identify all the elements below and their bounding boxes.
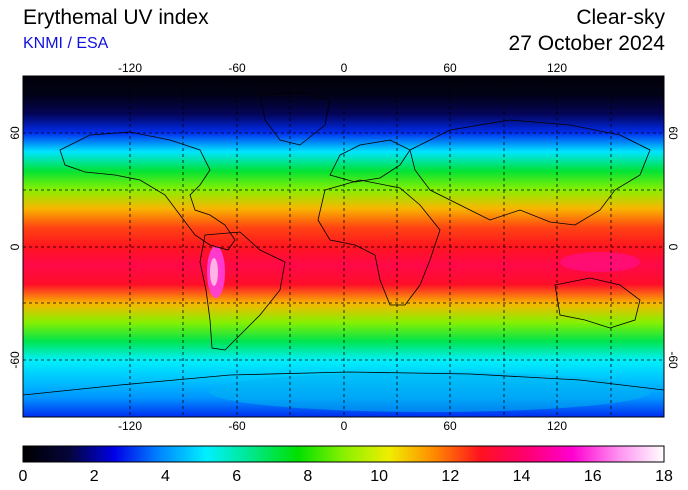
- bottom-lon-tick-minus120: -120: [118, 419, 142, 433]
- south-america-coast: [199, 231, 286, 351]
- antarctica-low: [210, 372, 650, 412]
- page-title: Erythemal UV index: [23, 6, 209, 29]
- bottom-lon-tick-0: 0: [341, 419, 348, 433]
- colorbar-tick-label: 6: [232, 468, 241, 485]
- top-lon-tick-0: 0: [341, 61, 348, 75]
- top-lon-tick-minus60: -60: [228, 61, 246, 75]
- right-lat-tick-60: 60: [666, 126, 680, 140]
- date-label: 27 October 2024: [508, 32, 665, 55]
- colorbar-tick-label: 0: [19, 468, 28, 485]
- top-lon-tick-120: 120: [547, 61, 567, 75]
- colorbar: [22, 445, 665, 463]
- colorbar-labels: 0 2 4 6 8 10 12 14 16 18: [19, 468, 673, 485]
- greenland-coast: [259, 91, 331, 146]
- left-lat-tick-60: 60: [8, 126, 22, 140]
- colorbar-tick-label: 12: [441, 468, 459, 485]
- colorbar-tick-label: 14: [513, 468, 531, 485]
- map-frame: [22, 75, 665, 418]
- bottom-lon-tick-60: 60: [443, 419, 457, 433]
- sky-condition: Clear-sky: [576, 6, 665, 29]
- indonesia-hotspot: [560, 252, 640, 272]
- left-lat-tick-minus60: -60: [8, 351, 22, 369]
- colorbar-tick-label: 18: [655, 468, 673, 485]
- coastlines: [23, 91, 664, 396]
- colorbar-tick-label: 16: [584, 468, 602, 485]
- right-lat-tick-minus60: -60: [666, 351, 680, 369]
- bottom-lon-tick-120: 120: [547, 419, 567, 433]
- source-label: KNMI / ESA: [23, 35, 109, 52]
- antarctica-coast: [23, 371, 664, 396]
- andes-peak: [210, 258, 218, 286]
- uv-field: [23, 76, 664, 417]
- top-lon-tick-60: 60: [443, 61, 457, 75]
- colorbar-tick-label: 2: [90, 468, 99, 485]
- bottom-lon-tick-minus60: -60: [228, 419, 246, 433]
- right-lat-tick-0: 0: [666, 244, 680, 251]
- top-lon-tick-minus120: -120: [118, 61, 142, 75]
- asia-coast: [409, 119, 651, 226]
- hotspots: [207, 246, 650, 412]
- africa-coast: [317, 179, 441, 306]
- australia-coast: [554, 277, 641, 329]
- colorbar-tick-label: 4: [161, 468, 170, 485]
- colorbar-tick-label: 8: [303, 468, 312, 485]
- colorbar-tick-label: 10: [370, 468, 388, 485]
- left-lat-tick-0: 0: [8, 243, 22, 250]
